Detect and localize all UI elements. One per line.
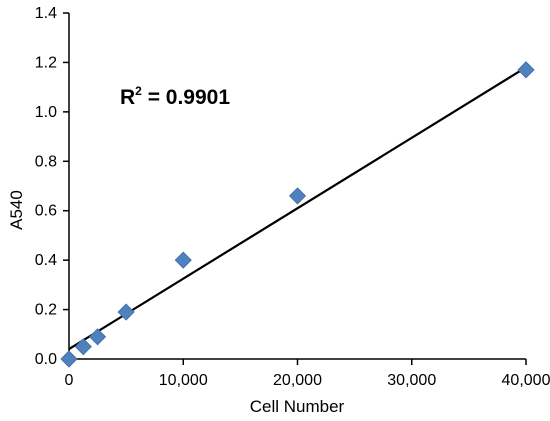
- y-axis-ticks: 0.0 0.2 0.4 0.6 0.8 1.0 1.2 1.4: [35, 5, 69, 368]
- y-tick-label: 0.2: [35, 302, 57, 319]
- x-tick-label: 40,000: [502, 372, 550, 389]
- r-squared-superscript: 2: [135, 84, 142, 98]
- y-tick-label: 0.4: [35, 252, 57, 269]
- data-point: [88, 328, 107, 346]
- y-tick-label: 0.8: [35, 153, 57, 170]
- y-tick-label: 1.0: [35, 104, 57, 121]
- data-point: [60, 350, 78, 368]
- x-axis-ticks: 0 10,000 20,000 30,000 40,000: [65, 359, 550, 389]
- data-point: [74, 338, 92, 356]
- r-squared-annotation: R2 = 0.9901: [120, 84, 230, 109]
- trendline-group: [68, 66, 527, 351]
- data-point: [517, 61, 535, 79]
- trendline: [68, 66, 527, 351]
- data-point: [174, 251, 192, 269]
- r-squared-label: R: [120, 86, 135, 109]
- y-axis-title: A540: [7, 190, 26, 230]
- y-tick-label: 1.4: [35, 5, 57, 22]
- y-tick-label: 1.2: [35, 54, 57, 71]
- y-tick-label: 0.6: [35, 203, 57, 220]
- x-tick-label: 20,000: [273, 372, 322, 389]
- y-tick-label: 0.0: [35, 351, 57, 368]
- data-points: [60, 61, 535, 368]
- x-axis-title: Cell Number: [250, 397, 345, 416]
- data-point: [117, 303, 135, 321]
- data-point: [288, 187, 307, 205]
- r-squared-value: = 0.9901: [142, 86, 230, 109]
- x-tick-label: 30,000: [387, 372, 436, 389]
- x-tick-label: 10,000: [159, 372, 208, 389]
- x-tick-label: 0: [65, 372, 74, 389]
